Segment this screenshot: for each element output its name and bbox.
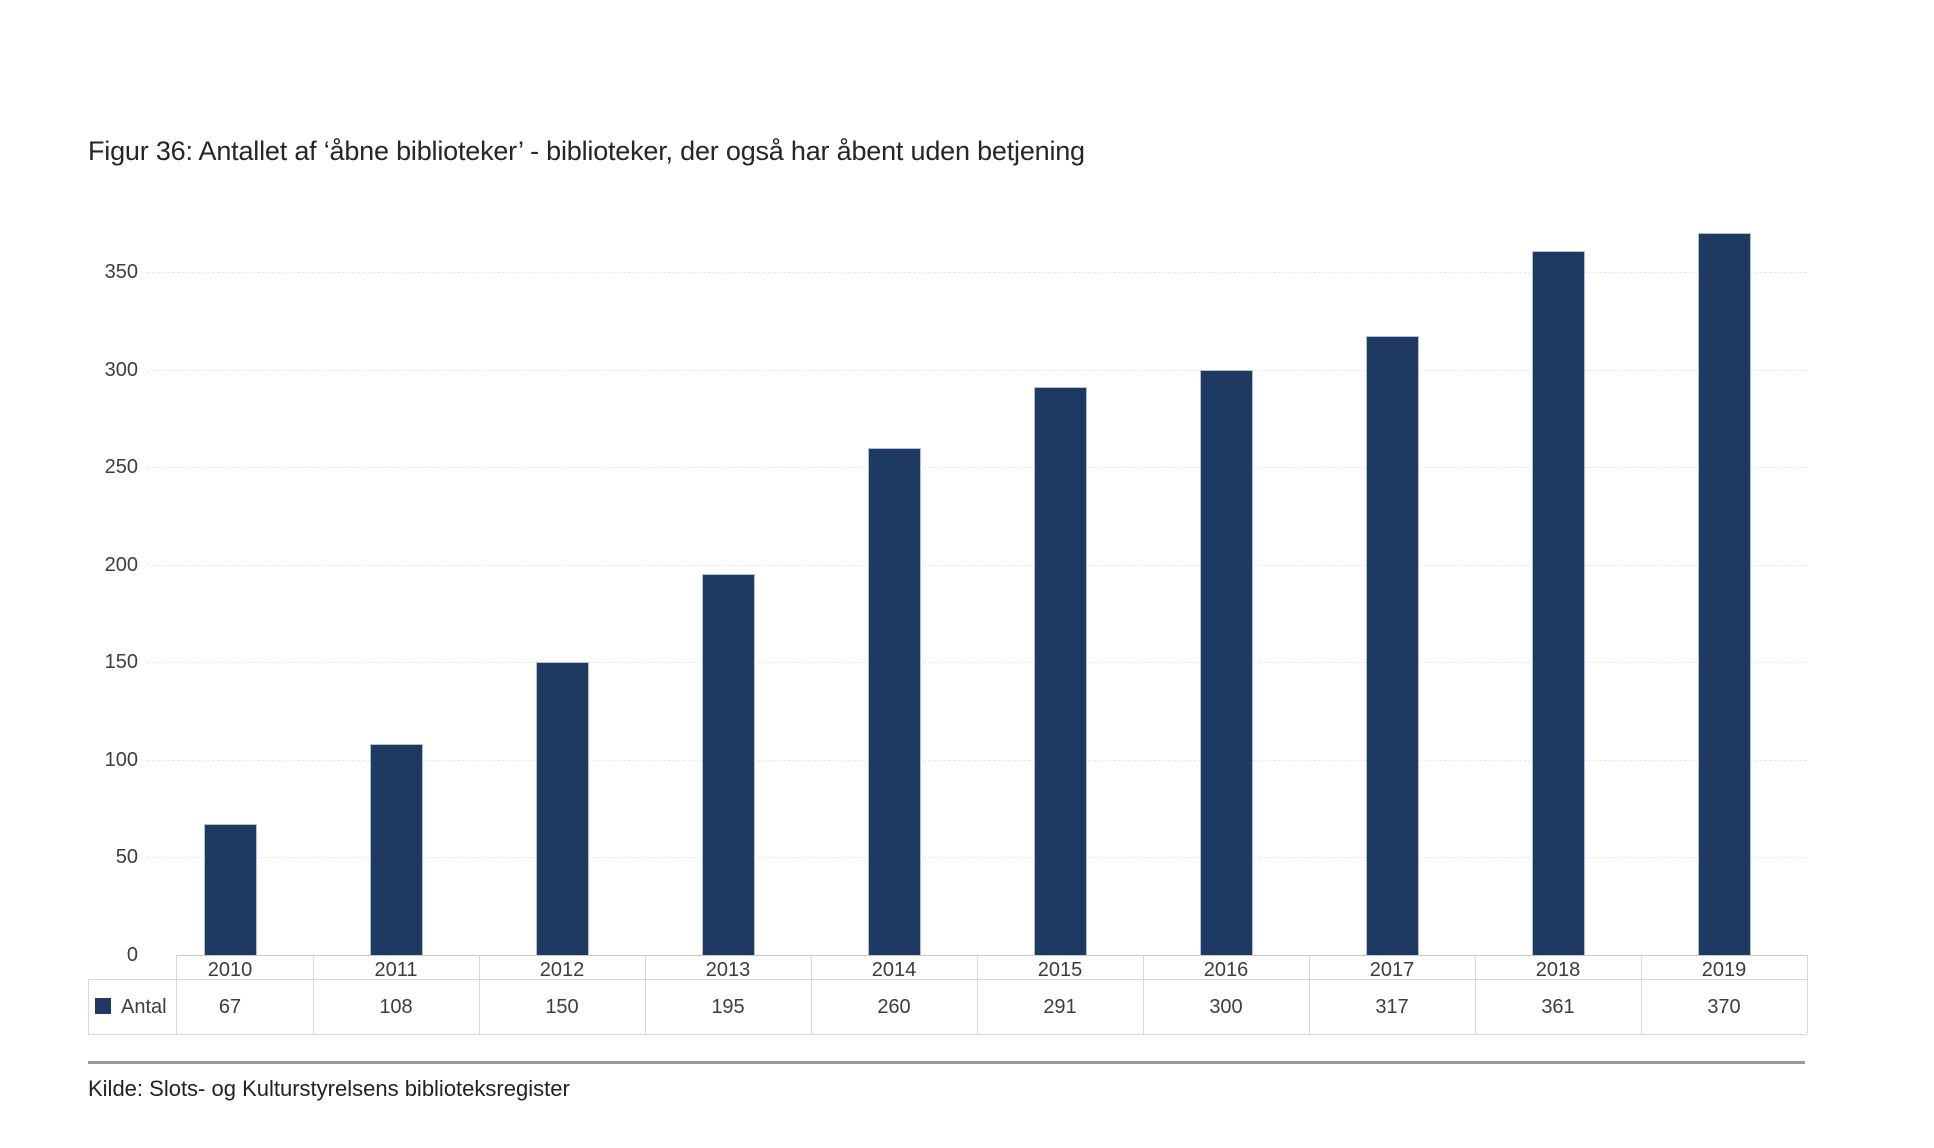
x-axis-category-label: 2016 [1203, 959, 1249, 981]
bar-2012 [535, 662, 589, 955]
table-column-divider [1807, 955, 1808, 1034]
source-divider-rule [88, 1061, 1805, 1064]
table-column-divider [1475, 955, 1476, 1034]
y-axis-tick-label: 250 [104, 456, 138, 479]
table-value: 67 [218, 996, 242, 1018]
table-value: 150 [545, 996, 579, 1018]
bar-2013 [701, 574, 755, 955]
x-axis-category-label: 2014 [871, 959, 917, 981]
y-axis-tick-label: 350 [104, 261, 138, 283]
x-axis-category-label: 2019 [1701, 959, 1747, 981]
y-gridline [147, 857, 1807, 859]
bar-2011 [369, 744, 423, 955]
table-column-divider [811, 955, 812, 1034]
x-axis-line [176, 955, 1807, 956]
table-value: 108 [379, 996, 413, 1018]
legend-swatch [95, 998, 111, 1014]
table-line-bottom [88, 1034, 1807, 1035]
y-gridline [147, 759, 1807, 761]
bar-2018 [1531, 250, 1585, 955]
bar-2019 [1697, 232, 1751, 955]
y-gridline [147, 662, 1807, 664]
x-axis-category-label: 2010 [207, 959, 253, 981]
y-axis-tick-label: 50 [115, 846, 138, 869]
table-value: 195 [711, 996, 745, 1018]
bar-2016 [1199, 369, 1253, 955]
figure-title: Figur 36: Antallet af ‘åbne biblioteker’… [88, 136, 1085, 166]
table-value: 317 [1375, 996, 1409, 1018]
x-axis-category-label: 2011 [374, 959, 418, 981]
x-axis-category-label: 2013 [705, 959, 751, 981]
y-gridline [147, 564, 1807, 566]
y-axis-tick-label: 100 [104, 748, 138, 771]
y-axis-tick-label: 0 [126, 944, 138, 966]
bar-2010 [203, 824, 257, 955]
table-value: 260 [877, 996, 911, 1018]
x-axis-category-label: 2017 [1369, 959, 1415, 981]
x-axis-category-label: 2018 [1535, 959, 1581, 981]
table-value: 361 [1541, 996, 1575, 1018]
table-legend-left-border [88, 979, 89, 1034]
table-column-divider [313, 955, 314, 1034]
x-axis-category-label: 2012 [539, 959, 585, 981]
table-line-mid [88, 979, 1807, 980]
table-column-divider [645, 955, 646, 1034]
table-value: 370 [1707, 996, 1741, 1018]
table-column-divider [1309, 955, 1310, 1034]
table-column-divider [1143, 955, 1144, 1034]
table-value: 291 [1043, 996, 1077, 1018]
bar-2014 [867, 447, 921, 955]
bar-2015 [1033, 387, 1087, 955]
table-column-divider [977, 955, 978, 1034]
y-axis-tick-label: 200 [104, 553, 138, 576]
y-gridline [147, 272, 1807, 273]
source-note: Kilde: Slots- og Kulturstyrelsens biblio… [88, 1076, 570, 1101]
bar-2017 [1365, 336, 1419, 955]
y-gridline [147, 369, 1807, 371]
legend-label: Antal [121, 996, 167, 1018]
x-axis-category-label: 2015 [1037, 959, 1083, 981]
y-axis-tick-label: 300 [104, 358, 138, 381]
y-gridline [147, 467, 1807, 469]
y-axis-tick-label: 150 [104, 651, 138, 674]
table-legend-divider [176, 955, 177, 1034]
table-value: 300 [1209, 996, 1243, 1018]
table-column-divider [479, 955, 480, 1034]
table-column-divider [1641, 955, 1642, 1034]
